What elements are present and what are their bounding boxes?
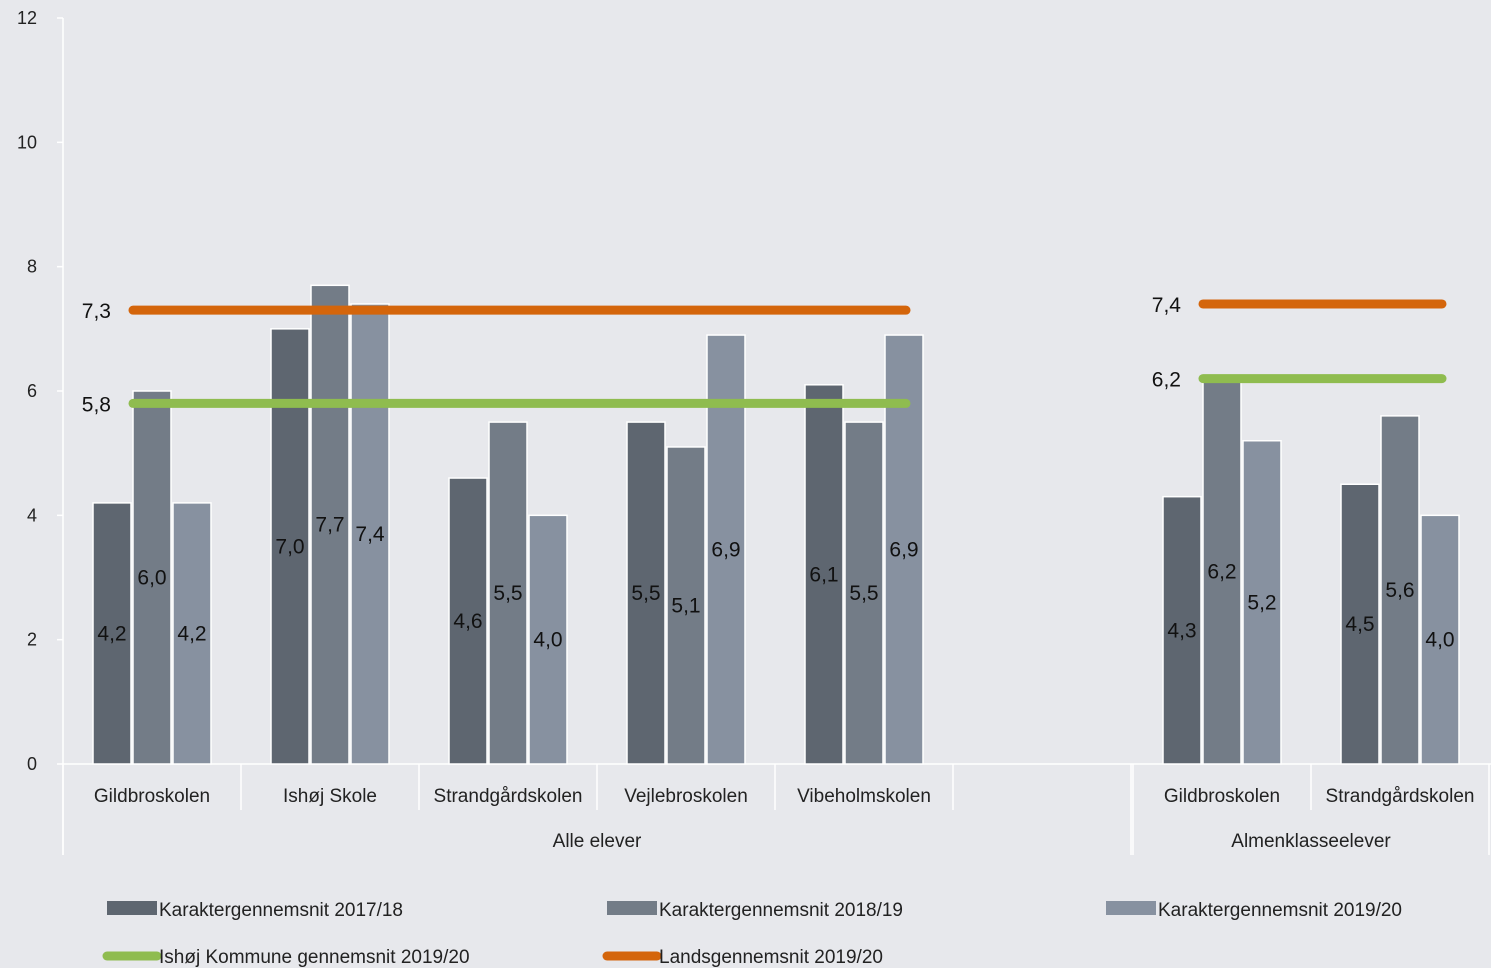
bar-value-label: 7,7	[315, 514, 344, 537]
legend-label: Landsgennemsnit 2019/20	[659, 947, 883, 968]
bar-value-label: 7,0	[275, 535, 304, 558]
y-tick-label: 4	[27, 505, 37, 525]
bar-value-label: 5,1	[671, 594, 700, 617]
legend-label: Ishøj Kommune gennemsnit 2019/20	[159, 947, 470, 968]
x-category-label: Strandgårdskolen	[1326, 786, 1475, 807]
bar-value-label: 5,2	[1247, 591, 1276, 614]
x-group-label: Alle elever	[553, 831, 642, 852]
y-tick-label: 8	[27, 257, 37, 277]
reference-line-label: 7,3	[82, 300, 111, 323]
bar	[1380, 415, 1420, 765]
bar-value-label: 4,6	[453, 610, 482, 633]
bar-value-label: 5,6	[1385, 579, 1414, 602]
bar	[1242, 439, 1282, 765]
legend-label: Karaktergennemsnit 2018/19	[659, 900, 903, 921]
reference-line-label: 6,2	[1152, 369, 1181, 392]
bar-value-label: 5,5	[849, 582, 878, 605]
bar	[626, 421, 666, 765]
legend-swatch	[607, 901, 657, 915]
bar-value-label: 6,1	[809, 563, 838, 586]
bar-value-label: 4,0	[1425, 629, 1454, 652]
bar	[1202, 377, 1242, 765]
bar	[172, 502, 212, 765]
y-tick-label: 6	[27, 381, 37, 401]
reference-line-label: 7,4	[1152, 294, 1182, 317]
bar-value-label: 6,0	[137, 567, 166, 590]
bar-value-label: 6,9	[889, 539, 918, 562]
reference-line-label: 5,8	[82, 393, 111, 416]
y-tick-label: 2	[27, 630, 37, 650]
x-category-label: Gildbroskolen	[1164, 786, 1280, 807]
bar	[1340, 483, 1380, 765]
bar	[310, 284, 350, 765]
x-category-label: Ishøj Skole	[283, 786, 377, 807]
bar	[132, 390, 172, 765]
legend-swatch	[107, 901, 157, 915]
bar	[804, 384, 844, 765]
bar	[92, 502, 132, 765]
bar-value-label: 4,0	[533, 629, 562, 652]
x-category-label: Strandgårdskolen	[434, 786, 583, 807]
bar	[350, 303, 390, 765]
legend-swatch	[1106, 901, 1156, 915]
bar-value-label: 4,3	[1167, 619, 1196, 642]
bar-value-label: 4,2	[97, 622, 126, 645]
bar-value-label: 4,2	[177, 622, 206, 645]
bar	[448, 477, 488, 765]
y-tick-label: 10	[17, 132, 37, 152]
x-category-label: Gildbroskolen	[94, 786, 210, 807]
bar	[666, 446, 706, 765]
legend-label: Karaktergennemsnit 2019/20	[1158, 900, 1402, 921]
bar	[1162, 495, 1202, 765]
bar	[1420, 514, 1460, 765]
bar-value-label: 6,9	[711, 539, 740, 562]
x-category-label: Vibeholmskolen	[797, 786, 931, 807]
x-group-label: Almenklasseelever	[1231, 831, 1391, 852]
bar	[844, 421, 884, 765]
bar	[528, 514, 568, 765]
x-category-label: Vejlebroskolen	[624, 786, 748, 807]
bar-value-label: 6,2	[1207, 560, 1236, 583]
bar-value-label: 5,5	[631, 582, 660, 605]
bar-value-label: 7,4	[355, 523, 385, 546]
bar	[488, 421, 528, 765]
bar-value-label: 5,5	[493, 582, 522, 605]
bar-value-label: 4,5	[1345, 613, 1374, 636]
legend-label: Karaktergennemsnit 2017/18	[159, 900, 403, 921]
y-tick-label: 0	[27, 754, 37, 774]
y-tick-label: 12	[17, 8, 37, 28]
